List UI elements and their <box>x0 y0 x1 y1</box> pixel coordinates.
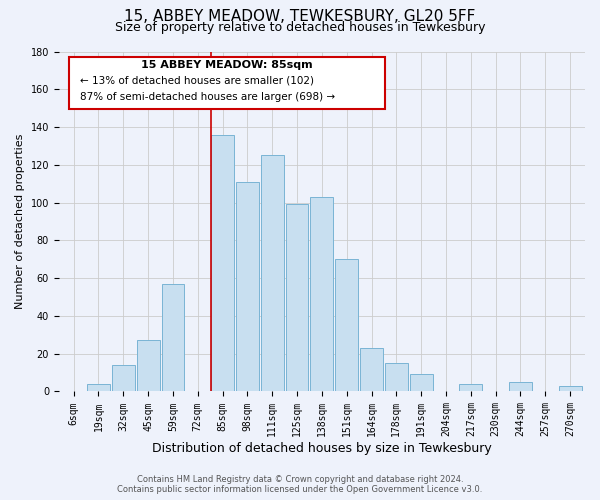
Bar <box>509 382 532 392</box>
Bar <box>137 340 160 392</box>
Bar <box>410 374 433 392</box>
Text: 87% of semi-detached houses are larger (698) →: 87% of semi-detached houses are larger (… <box>80 92 335 102</box>
Y-axis label: Number of detached properties: Number of detached properties <box>15 134 25 309</box>
Bar <box>261 156 284 392</box>
Bar <box>360 348 383 392</box>
Bar <box>286 204 308 392</box>
Text: Contains HM Land Registry data © Crown copyright and database right 2024.
Contai: Contains HM Land Registry data © Crown c… <box>118 474 482 494</box>
Bar <box>310 197 334 392</box>
Bar <box>236 182 259 392</box>
Bar <box>559 386 581 392</box>
Bar <box>335 260 358 392</box>
Bar <box>211 134 234 392</box>
X-axis label: Distribution of detached houses by size in Tewkesbury: Distribution of detached houses by size … <box>152 442 492 455</box>
Bar <box>385 363 408 392</box>
Text: ← 13% of detached houses are smaller (102): ← 13% of detached houses are smaller (10… <box>80 76 314 86</box>
Bar <box>87 384 110 392</box>
Text: 15 ABBEY MEADOW: 85sqm: 15 ABBEY MEADOW: 85sqm <box>142 60 313 70</box>
Bar <box>460 384 482 392</box>
Bar <box>161 284 184 392</box>
Text: 15, ABBEY MEADOW, TEWKESBURY, GL20 5FF: 15, ABBEY MEADOW, TEWKESBURY, GL20 5FF <box>124 9 476 24</box>
FancyBboxPatch shape <box>70 56 385 110</box>
Bar <box>112 365 135 392</box>
Text: Size of property relative to detached houses in Tewkesbury: Size of property relative to detached ho… <box>115 22 485 35</box>
